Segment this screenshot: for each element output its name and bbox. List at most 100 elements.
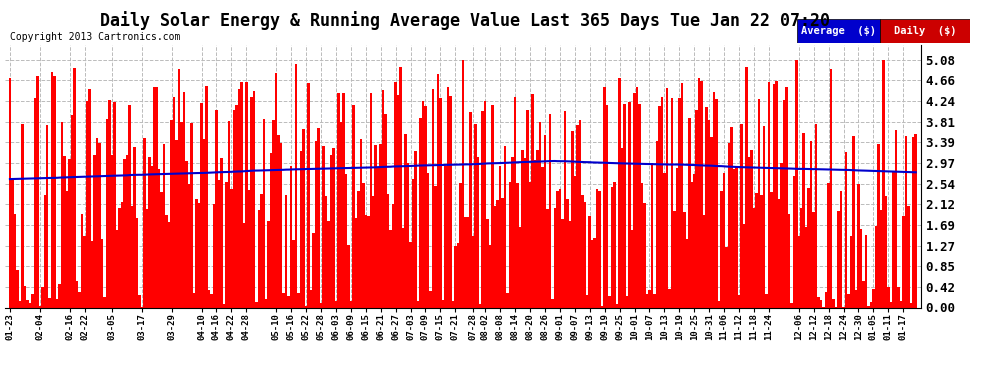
Bar: [678, 98, 680, 308]
Bar: [900, 301, 902, 307]
Bar: [81, 214, 83, 308]
Bar: [675, 168, 678, 308]
Bar: [663, 173, 665, 308]
Bar: [56, 299, 58, 307]
Bar: [813, 211, 815, 308]
Bar: [9, 78, 11, 308]
Bar: [629, 102, 631, 308]
Bar: [494, 206, 496, 308]
Bar: [198, 203, 200, 308]
Bar: [859, 229, 862, 308]
Bar: [310, 290, 312, 308]
Bar: [446, 87, 449, 308]
Bar: [233, 110, 236, 308]
Bar: [178, 69, 180, 308]
Bar: [907, 206, 910, 308]
Bar: [626, 296, 629, 307]
Bar: [225, 182, 228, 308]
Bar: [568, 221, 571, 308]
Bar: [285, 195, 287, 308]
Bar: [571, 131, 573, 308]
Bar: [108, 100, 111, 308]
Bar: [670, 98, 673, 308]
Bar: [76, 280, 78, 308]
Bar: [170, 120, 173, 308]
Bar: [509, 182, 512, 308]
Bar: [389, 230, 392, 308]
Bar: [842, 307, 844, 308]
Bar: [267, 221, 270, 308]
Bar: [317, 128, 320, 308]
Bar: [223, 304, 225, 307]
Bar: [882, 60, 885, 308]
Bar: [752, 208, 755, 308]
Bar: [21, 124, 24, 308]
Bar: [352, 105, 354, 308]
Bar: [103, 297, 106, 307]
Bar: [698, 78, 701, 308]
Bar: [238, 89, 241, 308]
Bar: [905, 136, 907, 308]
Bar: [825, 292, 828, 308]
Bar: [484, 101, 486, 308]
Bar: [591, 240, 593, 308]
Bar: [466, 217, 469, 308]
Bar: [583, 202, 586, 308]
Bar: [362, 183, 364, 308]
Bar: [703, 214, 706, 308]
Bar: [880, 19, 970, 43]
Bar: [31, 294, 34, 308]
Bar: [830, 69, 833, 308]
Bar: [290, 166, 292, 308]
Bar: [912, 137, 915, 308]
Bar: [619, 78, 621, 308]
Bar: [144, 138, 146, 308]
Bar: [874, 226, 877, 308]
Bar: [529, 182, 532, 308]
Bar: [367, 216, 369, 308]
Bar: [190, 123, 193, 308]
Bar: [163, 144, 165, 308]
Bar: [668, 289, 670, 308]
Bar: [372, 195, 374, 308]
Bar: [183, 92, 185, 308]
Bar: [522, 150, 524, 308]
Bar: [757, 99, 760, 308]
Text: Average  ($): Average ($): [801, 26, 876, 36]
Bar: [800, 208, 803, 308]
Bar: [220, 158, 223, 308]
Bar: [558, 189, 561, 308]
Bar: [767, 82, 770, 308]
Bar: [435, 186, 437, 308]
Bar: [596, 189, 598, 308]
Bar: [793, 176, 795, 308]
Bar: [902, 216, 905, 308]
Bar: [53, 76, 56, 308]
Bar: [330, 155, 333, 308]
Bar: [840, 191, 842, 308]
Bar: [755, 193, 757, 308]
Bar: [512, 157, 514, 308]
Bar: [598, 191, 601, 308]
Bar: [451, 301, 454, 307]
Bar: [563, 111, 566, 308]
Bar: [524, 158, 527, 308]
Bar: [343, 93, 345, 308]
Bar: [887, 287, 890, 308]
Bar: [322, 146, 325, 308]
Bar: [588, 216, 591, 308]
Bar: [777, 199, 780, 308]
Bar: [486, 219, 489, 308]
Bar: [425, 106, 427, 307]
Bar: [255, 302, 257, 307]
Bar: [377, 167, 379, 308]
Bar: [26, 300, 29, 307]
Bar: [534, 160, 537, 308]
Bar: [648, 290, 650, 308]
Bar: [711, 137, 713, 308]
Bar: [650, 163, 653, 308]
Bar: [335, 301, 338, 307]
Bar: [519, 226, 522, 308]
Bar: [61, 122, 63, 308]
Bar: [736, 167, 738, 308]
